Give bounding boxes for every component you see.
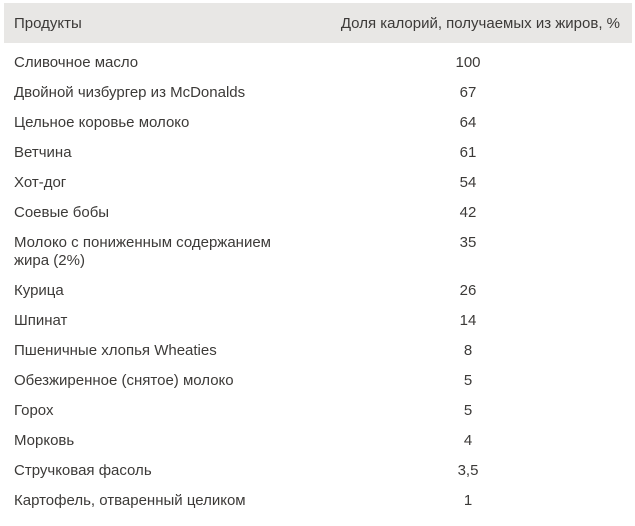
table-row: Хот-дог 54 — [4, 168, 632, 198]
product-name: Ветчина — [14, 144, 72, 161]
table-row: Ветчина 61 — [4, 138, 632, 168]
product-name: Сливочное масло — [14, 54, 139, 71]
table-row: Соевые бобы 42 — [4, 198, 632, 228]
product-name: Обезжиренное (снятое) молоко — [14, 372, 234, 389]
product-name: Стручковая фасоль — [14, 462, 152, 479]
product-name: Цельное коровье молоко — [14, 114, 190, 131]
table-body: Сливочное масло 100 Двойной чизбургер из… — [4, 48, 632, 516]
fat-share-value: 1 — [463, 492, 473, 509]
table-row: Стручковая фасоль 3,5 — [4, 456, 632, 486]
table-row: Шпинат 14 — [4, 306, 632, 336]
table-row: Двойной чизбургер из McDonalds 67 — [4, 78, 632, 108]
fat-share-value: 61 — [459, 144, 477, 161]
product-name: Соевые бобы — [14, 204, 110, 221]
fat-share-value: 4 — [463, 432, 473, 449]
table-row: Обезжиренное (снятое) молоко 5 — [4, 366, 632, 396]
fat-share-value: 64 — [459, 114, 477, 131]
fat-calories-table: Продукты Доля калорий, получаемых из жир… — [4, 3, 632, 516]
fat-share-value: 14 — [459, 312, 477, 329]
fat-share-value: 67 — [459, 84, 477, 101]
table-row: Картофель, отваренный целиком 1 — [4, 486, 632, 516]
fat-share-value: 26 — [459, 282, 477, 299]
table-row: Пшеничные хлопья Wheaties 8 — [4, 336, 632, 366]
table-row: Сливочное масло 100 — [4, 48, 632, 78]
product-name: Морковь — [14, 432, 75, 449]
fat-share-value: 42 — [459, 204, 477, 221]
column-header-product: Продукты — [14, 14, 82, 32]
table-row: Цельное коровье молоко 64 — [4, 108, 632, 138]
table-row: Морковь 4 — [4, 426, 632, 456]
product-name: Двойной чизбургер из McDonalds — [14, 84, 246, 101]
product-name: Горох — [14, 402, 54, 419]
product-name: Пшеничные хлопья Wheaties — [14, 342, 217, 359]
table-header-row: Продукты Доля калорий, получаемых из жир… — [4, 3, 632, 43]
table-row: Горох 5 — [4, 396, 632, 426]
product-name: Шпинат — [14, 312, 68, 329]
table-row: Молоко с пониженным содержанием жира (2%… — [4, 228, 632, 276]
fat-share-value: 5 — [463, 372, 473, 389]
column-header-fat-share: Доля калорий, получаемых из жиров, % — [340, 14, 620, 32]
product-name: Картофель, отваренный целиком — [14, 492, 246, 509]
fat-share-value: 100 — [455, 54, 481, 71]
fat-share-value: 3,5 — [457, 462, 479, 479]
product-name: Хот-дог — [14, 174, 67, 191]
fat-share-value: 5 — [463, 402, 473, 419]
product-name: Курица — [14, 282, 64, 299]
fat-share-value: 35 — [459, 234, 477, 251]
fat-share-value: 8 — [463, 342, 473, 359]
product-name: Молоко с пониженным содержанием жира (2%… — [14, 234, 271, 269]
table-row: Курица 26 — [4, 276, 632, 306]
fat-share-value: 54 — [459, 174, 477, 191]
